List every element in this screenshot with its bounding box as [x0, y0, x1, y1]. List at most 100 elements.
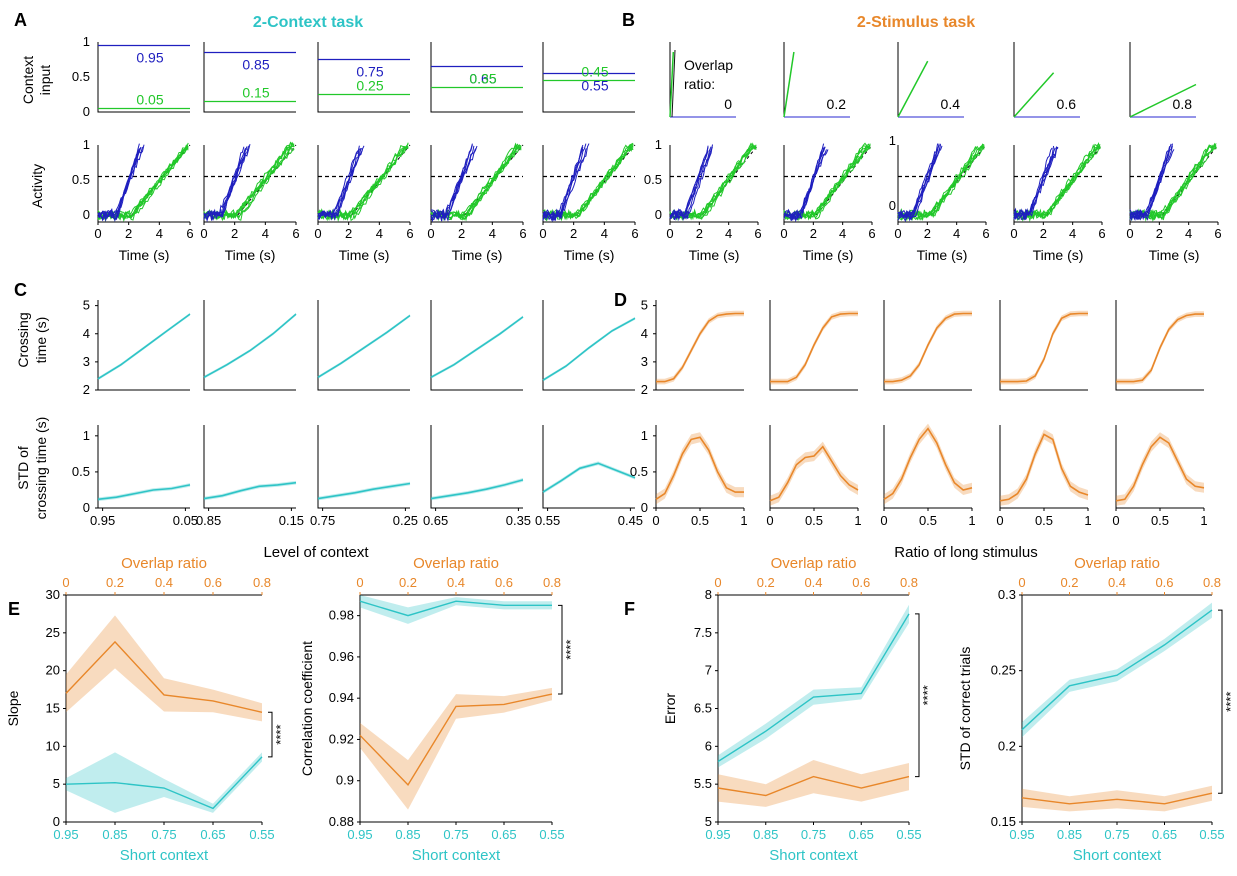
xtick-label: 0.25: [393, 513, 418, 528]
xlabel-ratio-long-stimulus: Ratio of long stimulus: [894, 544, 1037, 561]
short-trial-trace: [317, 148, 361, 221]
curve-axes: [883, 300, 972, 391]
top-xtick-label: 0: [714, 575, 721, 590]
series-error-band: [66, 752, 262, 813]
significance-stars: ****: [273, 724, 288, 744]
panel-letter-a: A: [14, 10, 27, 30]
curve-axes: [999, 300, 1088, 391]
activity-ytick: 0.5: [72, 172, 90, 187]
activity-xtick: 4: [725, 226, 732, 241]
long-trial-trace: [542, 142, 634, 222]
long-trial-trace: [1013, 144, 1101, 221]
xtick-label: 0.05: [173, 513, 198, 528]
curve-axes: [769, 300, 858, 391]
context-input-high-label: 0.95: [136, 50, 163, 66]
xtick-label: 0.95: [90, 513, 115, 528]
significance-bracket: [1218, 609, 1223, 794]
long-trial-trace: [542, 143, 634, 221]
context-input-high-label: 0.85: [242, 57, 269, 73]
short-trial-trace: [783, 143, 825, 223]
activity-xtick: 6: [519, 226, 526, 241]
short-trial-trace: [430, 143, 473, 220]
short-trial-trace: [1013, 147, 1053, 220]
context-input-ytick: 0.5: [72, 69, 90, 84]
ytick-label: 0.94: [329, 690, 354, 705]
curve-axes: [317, 300, 410, 391]
curve-mean-line: [884, 312, 972, 383]
top-xtick-label: 0.4: [804, 575, 822, 590]
curve-axes: [883, 425, 972, 509]
xtick-label: 0.65: [491, 827, 516, 842]
series-error-band: [1022, 602, 1212, 738]
series-mean-line: [1021, 792, 1213, 805]
ytick-label: 5: [83, 298, 90, 313]
curve-mean-line: [655, 436, 744, 500]
activity-xtick: 6: [1214, 226, 1221, 241]
curve-mean-line: [770, 312, 858, 383]
xlabel-level-of-context: Level of context: [263, 544, 369, 561]
significance-bracket: [915, 613, 920, 778]
curve-mean-line: [1000, 312, 1088, 383]
long-trial-trace: [897, 145, 985, 220]
context-input-low-label: 0.25: [356, 78, 383, 94]
context-input-panels: Context input 1 0.5 0 0.95 0.05 0.85 0.15 0.750.2…: [20, 34, 635, 119]
long-trial-trace: [542, 143, 634, 221]
xtick-label: 0.95: [1009, 827, 1034, 842]
long-trial-trace: [318, 146, 409, 222]
ytick-label: 0.2: [998, 738, 1016, 753]
curve-error-band: [1000, 310, 1088, 385]
ytick-label: 3: [83, 354, 90, 369]
xtick-label: 0.75: [310, 513, 335, 528]
activity-xtick: 4: [262, 226, 269, 241]
long-trial-trace: [203, 148, 295, 221]
series-mean-line: [717, 613, 910, 763]
context-input-high-label: 0.65: [469, 71, 496, 87]
short-trial-trace: [542, 143, 590, 223]
curve-mean-line: [430, 479, 524, 500]
activity-xtick: 2: [1156, 226, 1163, 241]
context-input-low-label: 0.15: [242, 85, 269, 101]
curve-error-band: [656, 310, 744, 385]
curve-error-band: [98, 312, 190, 381]
ytick-label: 8: [705, 587, 712, 602]
top-xtick-label: 0: [62, 575, 69, 590]
series-mean-line: [1021, 609, 1213, 731]
activity-xtick: 2: [696, 226, 703, 241]
activity-xlabel: Time (s): [689, 247, 740, 263]
title-2-stimulus-task: 2-Stimulus task: [857, 14, 975, 31]
stimulus-panels: Overlap ratio: 0 0.2 0.4 0.6 0.8: [669, 42, 1197, 118]
curve-mean-line: [97, 313, 191, 380]
curve-mean-line: [883, 427, 973, 500]
context-input-ytick: 0: [83, 104, 90, 119]
activity-xlabel: Time (s): [119, 247, 170, 263]
activity-xtick: 6: [754, 226, 761, 241]
ytick-label: 0.5: [630, 464, 648, 479]
curve-error-band: [884, 423, 972, 505]
context-input-axes: [203, 42, 296, 113]
curve-axes: [542, 300, 635, 391]
long-trial-trace: [669, 142, 757, 221]
curve-mean-line: [97, 484, 191, 501]
top-xtick-label: 0.4: [1108, 575, 1126, 590]
xtick-label: 0: [996, 513, 1003, 528]
activity-xtick: 0: [780, 226, 787, 241]
activity-ytick: 1: [889, 133, 896, 148]
short-trial-trace: [898, 145, 940, 223]
xtick-label: 0.5: [1035, 513, 1053, 528]
panel-letter-e: E: [8, 599, 20, 619]
activity-xtick: 4: [953, 226, 960, 241]
ytick-label: 2: [83, 382, 90, 397]
top-xtick-label: 0: [1018, 575, 1025, 590]
xlabel-short-context: Short context: [412, 847, 501, 864]
activity-xtick: 0: [894, 226, 901, 241]
curve-mean-line: [203, 313, 297, 379]
ytick-label: 30: [46, 587, 60, 602]
xtick-label: 0.75: [443, 827, 468, 842]
overlap-ratio-value: 0: [724, 96, 732, 112]
activity-xtick: 4: [489, 226, 496, 241]
short-trial-trace: [430, 148, 476, 223]
xtick-label: 0.55: [1199, 827, 1224, 842]
